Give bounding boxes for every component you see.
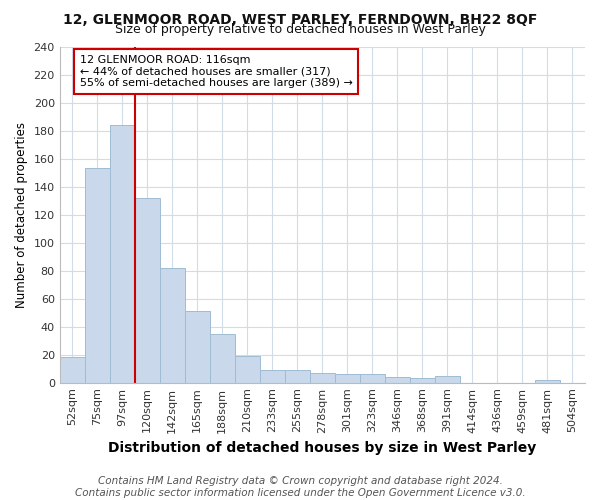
- Y-axis label: Number of detached properties: Number of detached properties: [15, 122, 28, 308]
- Bar: [85, 168, 110, 382]
- Bar: [235, 356, 260, 382]
- Bar: [535, 380, 560, 382]
- Bar: [285, 370, 310, 382]
- Bar: [335, 374, 360, 382]
- Bar: [360, 374, 385, 382]
- Text: 12 GLENMOOR ROAD: 116sqm
← 44% of detached houses are smaller (317)
55% of semi-: 12 GLENMOOR ROAD: 116sqm ← 44% of detach…: [80, 55, 353, 88]
- Bar: [110, 125, 135, 382]
- Text: Contains HM Land Registry data © Crown copyright and database right 2024.
Contai: Contains HM Land Registry data © Crown c…: [74, 476, 526, 498]
- Bar: [135, 198, 160, 382]
- Bar: [435, 376, 460, 382]
- Bar: [210, 334, 235, 382]
- Bar: [59, 358, 85, 382]
- Bar: [160, 268, 185, 382]
- Bar: [260, 370, 285, 382]
- X-axis label: Distribution of detached houses by size in West Parley: Distribution of detached houses by size …: [108, 441, 536, 455]
- Bar: [185, 311, 210, 382]
- Text: 12, GLENMOOR ROAD, WEST PARLEY, FERNDOWN, BH22 8QF: 12, GLENMOOR ROAD, WEST PARLEY, FERNDOWN…: [63, 12, 537, 26]
- Text: Size of property relative to detached houses in West Parley: Size of property relative to detached ho…: [115, 22, 485, 36]
- Bar: [410, 378, 435, 382]
- Bar: [310, 373, 335, 382]
- Bar: [385, 377, 410, 382]
